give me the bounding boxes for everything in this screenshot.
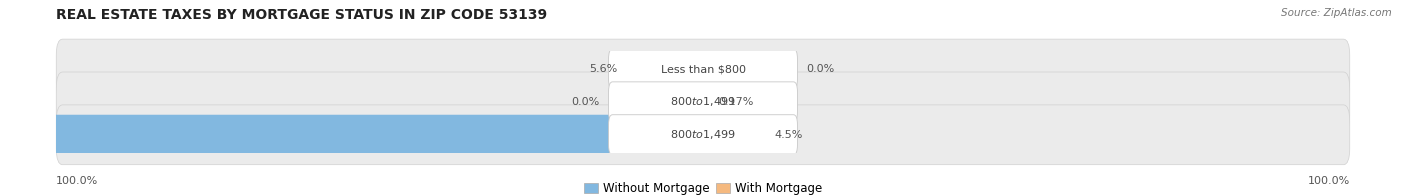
FancyBboxPatch shape: [609, 82, 797, 122]
Text: 0.0%: 0.0%: [807, 64, 835, 74]
Text: Source: ZipAtlas.com: Source: ZipAtlas.com: [1281, 8, 1392, 18]
FancyBboxPatch shape: [609, 49, 797, 89]
Text: 100.0%: 100.0%: [1308, 176, 1350, 186]
FancyBboxPatch shape: [56, 72, 1350, 132]
FancyBboxPatch shape: [56, 39, 1350, 99]
Text: 0.0%: 0.0%: [571, 97, 599, 107]
Text: 5.6%: 5.6%: [589, 64, 617, 74]
Text: $800 to $1,499: $800 to $1,499: [671, 95, 735, 108]
Legend: Without Mortgage, With Mortgage: Without Mortgage, With Mortgage: [579, 178, 827, 196]
FancyBboxPatch shape: [699, 115, 765, 155]
FancyBboxPatch shape: [699, 82, 709, 122]
Text: Less than $800: Less than $800: [661, 64, 745, 74]
Text: REAL ESTATE TAXES BY MORTGAGE STATUS IN ZIP CODE 53139: REAL ESTATE TAXES BY MORTGAGE STATUS IN …: [56, 8, 547, 22]
FancyBboxPatch shape: [627, 49, 707, 89]
FancyBboxPatch shape: [0, 115, 707, 155]
Text: $800 to $1,499: $800 to $1,499: [671, 128, 735, 141]
FancyBboxPatch shape: [56, 105, 1350, 165]
Text: 100.0%: 100.0%: [56, 176, 98, 186]
Text: 0.17%: 0.17%: [718, 97, 754, 107]
Text: 4.5%: 4.5%: [775, 130, 803, 140]
FancyBboxPatch shape: [609, 115, 797, 155]
